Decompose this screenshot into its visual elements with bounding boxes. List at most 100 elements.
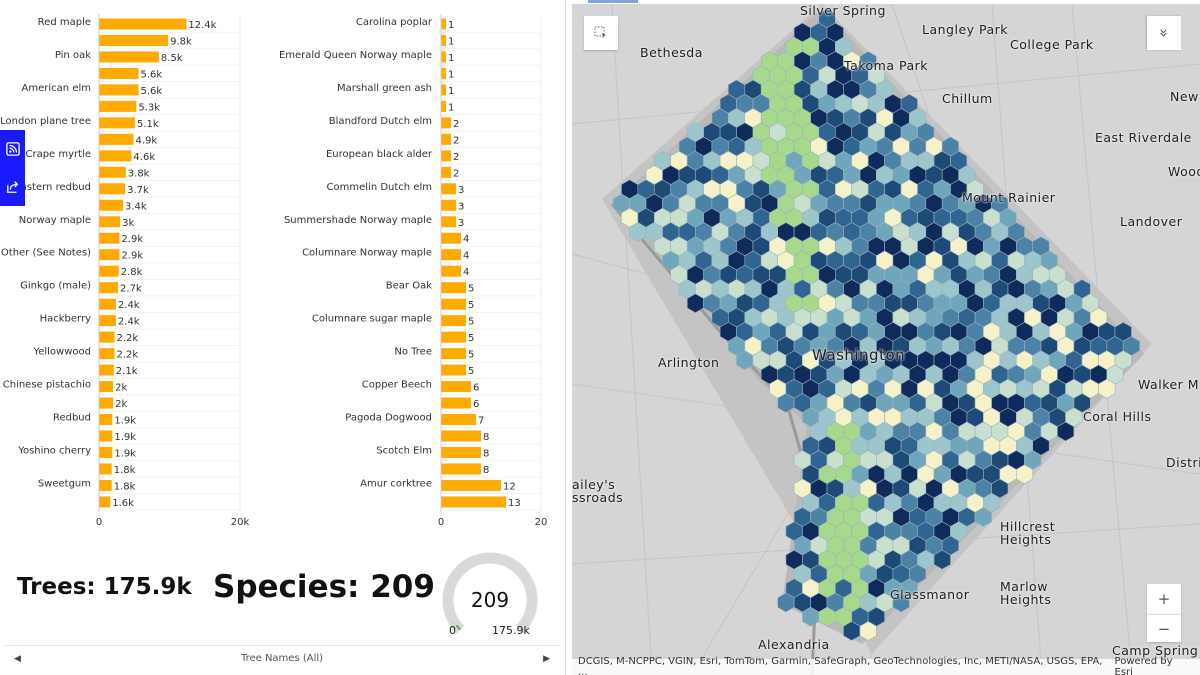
bar[interactable] bbox=[99, 381, 114, 393]
place-label: Chillum bbox=[942, 91, 993, 106]
share-icon[interactable] bbox=[6, 180, 20, 194]
next-arrow-button[interactable]: ▶ bbox=[543, 653, 550, 664]
bar[interactable] bbox=[441, 430, 481, 442]
bar[interactable] bbox=[441, 117, 451, 129]
bar[interactable] bbox=[441, 249, 461, 261]
bar[interactable] bbox=[441, 84, 446, 96]
hexbin-cell[interactable] bbox=[1098, 378, 1116, 399]
zoom-in-button[interactable]: + bbox=[1147, 584, 1181, 614]
bar-value-label: 12 bbox=[503, 481, 516, 492]
bar[interactable] bbox=[441, 298, 466, 310]
bar[interactable] bbox=[441, 216, 456, 228]
bar-value-label: 1 bbox=[448, 53, 454, 64]
hexbin-cell[interactable] bbox=[974, 507, 992, 527]
bar[interactable] bbox=[441, 414, 476, 426]
place-label: Distric bbox=[1166, 455, 1200, 470]
bar[interactable] bbox=[441, 232, 461, 244]
hexbin-cell[interactable] bbox=[1057, 421, 1075, 442]
bar[interactable] bbox=[99, 34, 169, 46]
bar[interactable] bbox=[99, 414, 113, 426]
bar[interactable] bbox=[441, 133, 451, 145]
bar[interactable] bbox=[441, 381, 471, 393]
bar[interactable] bbox=[99, 133, 134, 145]
bar-value-label: 12.4k bbox=[188, 20, 216, 31]
bar[interactable] bbox=[99, 446, 113, 458]
hexbin-cell[interactable] bbox=[892, 592, 910, 613]
bar[interactable] bbox=[99, 496, 111, 508]
bar-value-label: 5.1k bbox=[137, 119, 159, 130]
attribution-text[interactable]: DCGIS, M-NCPPC, VGIN, Esri, TomTom, Garm… bbox=[578, 656, 1103, 675]
bar[interactable] bbox=[441, 348, 466, 360]
bar[interactable] bbox=[99, 100, 137, 112]
bar[interactable] bbox=[441, 479, 501, 491]
bar-value-label: 1 bbox=[448, 20, 454, 31]
select-tool-button[interactable] bbox=[584, 16, 618, 50]
bar[interactable] bbox=[99, 117, 135, 129]
bar[interactable] bbox=[441, 199, 456, 211]
bar[interactable] bbox=[99, 249, 120, 261]
category-label: London plane tree bbox=[0, 116, 91, 127]
bar[interactable] bbox=[441, 282, 466, 294]
bar[interactable] bbox=[99, 463, 112, 475]
bar[interactable] bbox=[99, 348, 115, 360]
bar-value-label: 3.7k bbox=[127, 185, 149, 196]
category-selector-label[interactable]: Tree Names (All) bbox=[240, 653, 324, 664]
bar[interactable] bbox=[99, 18, 187, 30]
gauge-track bbox=[442, 552, 538, 634]
rss-feed-icon[interactable] bbox=[5, 142, 20, 156]
place-label: Landover bbox=[1120, 214, 1183, 229]
bar[interactable] bbox=[99, 265, 119, 277]
hexbin-cell[interactable] bbox=[933, 549, 951, 570]
bar[interactable] bbox=[441, 463, 481, 475]
bar[interactable] bbox=[441, 51, 446, 63]
floating-widget bbox=[0, 130, 25, 206]
bar[interactable] bbox=[441, 364, 466, 376]
hexbin-tree-map[interactable]: Silver Spring Langley Park College Park Bet… bbox=[572, 4, 1200, 675]
bar[interactable] bbox=[441, 67, 446, 79]
bar[interactable] bbox=[441, 150, 451, 162]
bar[interactable] bbox=[99, 166, 126, 178]
place-label: Mount Rainier bbox=[962, 190, 1056, 205]
previous-arrow-button[interactable]: ◀ bbox=[14, 653, 21, 664]
bar[interactable] bbox=[99, 397, 114, 409]
bar[interactable] bbox=[99, 150, 132, 162]
hexbin-cell[interactable] bbox=[1015, 464, 1034, 485]
bar[interactable] bbox=[99, 282, 119, 294]
bar[interactable] bbox=[441, 34, 446, 46]
bar[interactable] bbox=[99, 84, 139, 96]
powered-by-esri[interactable]: Powered by Esri bbox=[1114, 656, 1173, 675]
bar[interactable] bbox=[99, 216, 121, 228]
bar[interactable] bbox=[441, 315, 466, 327]
bar[interactable] bbox=[99, 430, 113, 442]
bar[interactable] bbox=[441, 446, 481, 458]
bar[interactable] bbox=[99, 315, 116, 327]
bar-value-label: 3.4k bbox=[125, 201, 147, 212]
bar[interactable] bbox=[441, 166, 451, 178]
expand-button[interactable]: » bbox=[1147, 16, 1181, 50]
gauge-max-label: 175.9k bbox=[492, 624, 530, 637]
bar[interactable] bbox=[99, 199, 123, 211]
hexbin-cell[interactable] bbox=[859, 621, 877, 641]
place-label: New bbox=[1170, 89, 1199, 104]
bar[interactable] bbox=[441, 397, 471, 409]
bar[interactable] bbox=[99, 364, 114, 376]
bar[interactable] bbox=[99, 51, 159, 63]
bar[interactable] bbox=[441, 18, 446, 30]
bar-value-label: 2 bbox=[453, 119, 459, 130]
map-canvas[interactable] bbox=[572, 4, 1200, 675]
bar[interactable] bbox=[99, 479, 112, 491]
bar[interactable] bbox=[441, 331, 466, 343]
category-label: Marshall green ash bbox=[337, 83, 432, 94]
bar[interactable] bbox=[99, 331, 115, 343]
gauge-fill bbox=[455, 624, 462, 631]
bar[interactable] bbox=[441, 100, 446, 112]
bar[interactable] bbox=[99, 232, 120, 244]
bar[interactable] bbox=[99, 183, 126, 195]
top-species-bar-chart: 12.4k Red maple 9.8k 8.5k Pin oak 5.6k 5.6k Ame… bbox=[0, 14, 249, 528]
zoom-out-button[interactable]: − bbox=[1147, 614, 1181, 642]
bar[interactable] bbox=[441, 265, 461, 277]
bar[interactable] bbox=[99, 298, 116, 310]
bar[interactable] bbox=[441, 183, 456, 195]
bar[interactable] bbox=[441, 496, 506, 508]
bar[interactable] bbox=[99, 67, 139, 79]
